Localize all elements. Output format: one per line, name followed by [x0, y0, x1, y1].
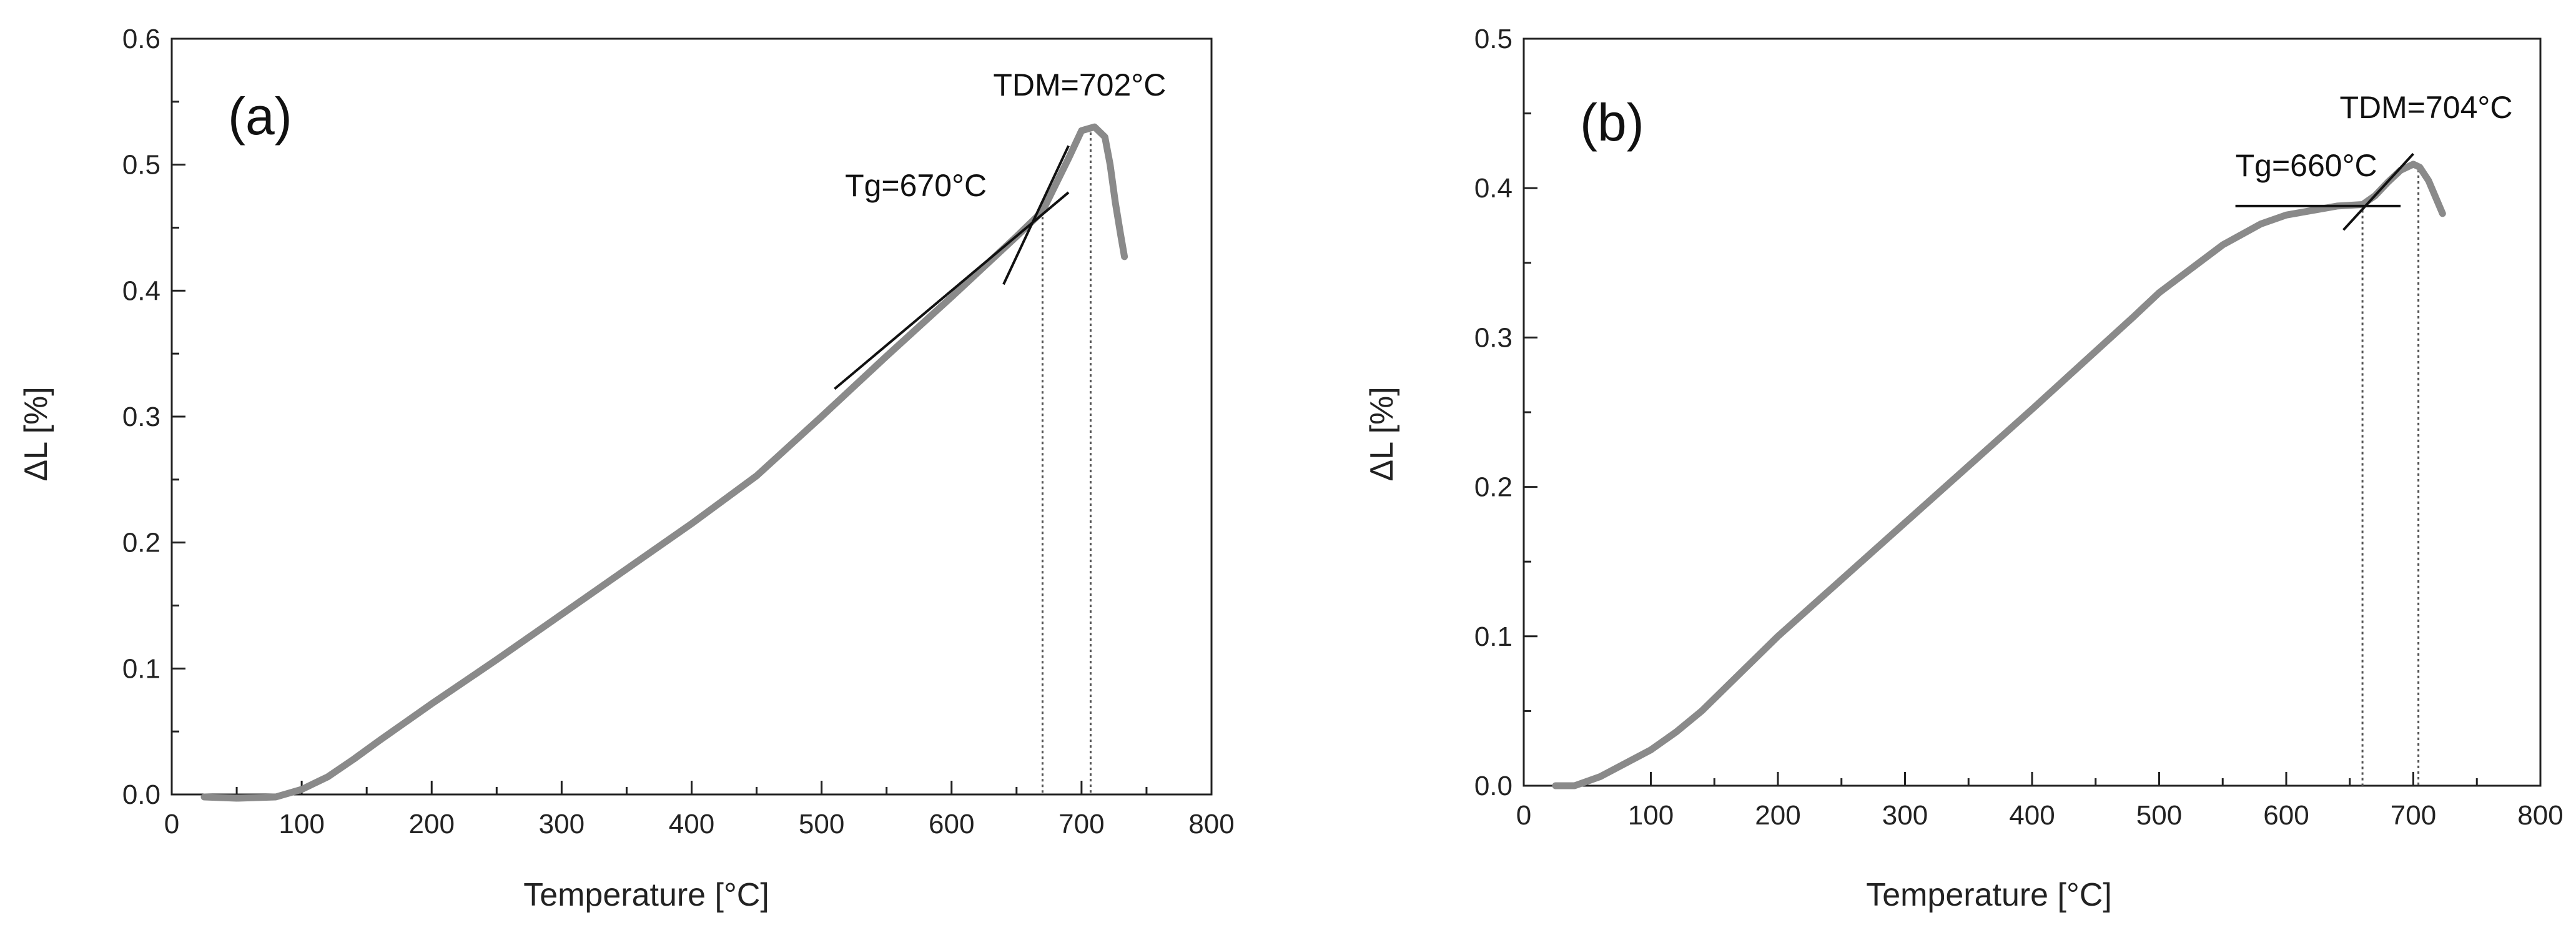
- panel-label-b: (b): [1580, 93, 1644, 152]
- annotation-a: Tg=670°C: [845, 168, 987, 203]
- y-tick-label-a: 0.6: [122, 24, 160, 54]
- tangent-line-a: [834, 191, 1070, 390]
- x-axis-title-a: Temperature [°C]: [523, 877, 769, 913]
- x-tick-label-a: 100: [279, 809, 324, 839]
- x-tick-label-a: 400: [669, 809, 714, 839]
- x-tick-label-a: 500: [799, 809, 844, 839]
- panel-label-a: (a): [228, 87, 292, 146]
- plot-frame-a: [170, 37, 1213, 796]
- x-tick-label-b: 300: [1882, 800, 1928, 831]
- x-tick-label-b: 600: [2263, 800, 2309, 831]
- x-tick-label-b: 500: [2136, 800, 2182, 831]
- y-axis-title-b: ΔL [%]: [1364, 387, 1400, 481]
- y-tick-label-a: 0.3: [122, 402, 160, 432]
- x-axis-title-b: Temperature [°C]: [1866, 877, 2112, 913]
- series-line-a: [200, 123, 1128, 802]
- y-tick-label-b: 0.2: [1474, 472, 1513, 503]
- annotation-a: TDM=702°C: [993, 67, 1166, 102]
- series-line-b: [1552, 161, 2446, 789]
- annotation-b: Tg=660°C: [2236, 148, 2377, 183]
- x-tick-label-a: 700: [1059, 809, 1104, 839]
- y-tick-label-a: 0.5: [122, 150, 160, 181]
- tangent-line-a: [1002, 145, 1070, 285]
- chart-panel-b: (b) ΔL [%] Temperature [°C] 0 100 200 300 40…: [1364, 24, 2564, 913]
- y-tick-label-b: 0.5: [1474, 24, 1513, 54]
- x-tick-label-a: 200: [409, 809, 455, 839]
- y-tick-label-b: 0.4: [1474, 173, 1513, 204]
- y-tick-label-a: 0.1: [122, 653, 160, 684]
- x-tick-label-b: 700: [2391, 800, 2436, 831]
- tangent-line-b: [2342, 152, 2414, 231]
- x-tick-label-a: 300: [539, 809, 585, 839]
- x-tick-label-b: 0: [1516, 800, 1531, 831]
- x-tick-label-a: 600: [929, 809, 974, 839]
- y-axis-title-a: ΔL [%]: [18, 387, 54, 481]
- x-tick-label-b: 800: [2517, 800, 2563, 831]
- annotation-b: TDM=704°C: [2339, 90, 2512, 125]
- x-tick-label-a: 800: [1188, 809, 1234, 839]
- y-tick-label-b: 0.0: [1474, 771, 1513, 801]
- chart-panel-a: (a) ΔL [%] Temperature [°C] 0 100 200 300 40…: [18, 24, 1235, 913]
- x-tick-label-b: 100: [1628, 800, 1674, 831]
- y-tick-label-a: 0.0: [122, 779, 160, 810]
- y-tick-label-a: 0.4: [122, 275, 160, 306]
- y-tick-label-b: 0.3: [1474, 322, 1513, 353]
- y-tick-label-b: 0.1: [1474, 621, 1513, 652]
- y-tick-label-a: 0.2: [122, 528, 160, 558]
- x-tick-label-b: 400: [2009, 800, 2055, 831]
- x-tick-label-a: 0: [164, 809, 179, 839]
- x-tick-label-b: 200: [1755, 800, 1800, 831]
